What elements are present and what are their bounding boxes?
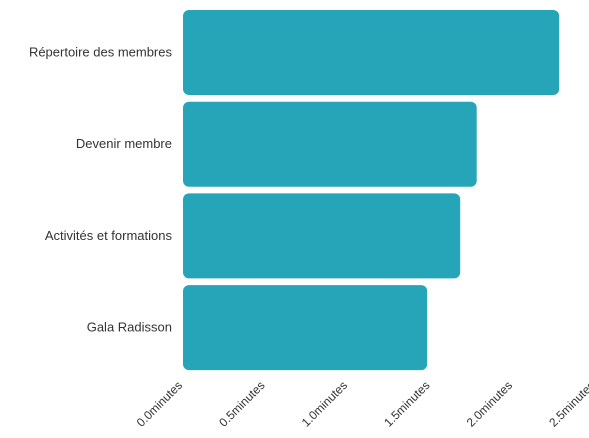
category-label: Activités et formations: [45, 228, 173, 243]
x-tick-label: 2.0minutes: [464, 378, 515, 429]
x-tick-label: 1.0minutes: [299, 378, 350, 429]
category-label: Répertoire des membres: [29, 45, 173, 60]
x-tick-labels: 0.0minutes 0.5minutes 1.0minutes 1.5minutes…: [134, 378, 589, 429]
bar: [183, 285, 428, 371]
category-label: Devenir membre: [76, 136, 172, 151]
bar: [183, 101, 477, 187]
bars-layer: [183, 10, 560, 371]
x-tick-label: 0.0minutes: [134, 378, 185, 429]
category-labels: Répertoire des membres Devenir membre Acti…: [29, 45, 173, 335]
x-tick-label: 1.5minutes: [381, 378, 432, 429]
bar: [183, 10, 560, 95]
category-label: Gala Radisson: [87, 320, 172, 335]
x-tick-label: 0.5minutes: [216, 378, 267, 429]
x-tick-label: 2.5minutes: [546, 378, 589, 429]
bar: [183, 193, 461, 279]
